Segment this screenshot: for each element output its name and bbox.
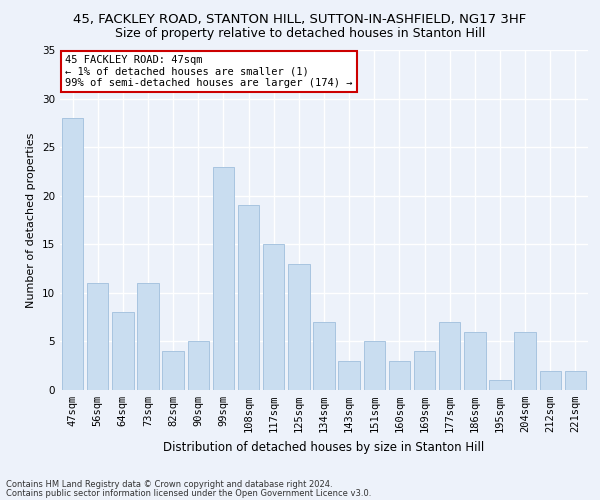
Bar bbox=[313, 322, 335, 390]
Bar bbox=[539, 370, 561, 390]
Bar bbox=[514, 332, 536, 390]
Bar bbox=[338, 361, 360, 390]
Bar bbox=[87, 283, 109, 390]
Bar bbox=[464, 332, 485, 390]
Bar bbox=[238, 206, 259, 390]
Bar bbox=[565, 370, 586, 390]
Bar bbox=[112, 312, 134, 390]
Bar bbox=[263, 244, 284, 390]
Text: 45, FACKLEY ROAD, STANTON HILL, SUTTON-IN-ASHFIELD, NG17 3HF: 45, FACKLEY ROAD, STANTON HILL, SUTTON-I… bbox=[73, 12, 527, 26]
Bar bbox=[490, 380, 511, 390]
Bar bbox=[389, 361, 410, 390]
Y-axis label: Number of detached properties: Number of detached properties bbox=[26, 132, 37, 308]
X-axis label: Distribution of detached houses by size in Stanton Hill: Distribution of detached houses by size … bbox=[163, 440, 485, 454]
Bar bbox=[414, 351, 435, 390]
Text: Contains HM Land Registry data © Crown copyright and database right 2024.: Contains HM Land Registry data © Crown c… bbox=[6, 480, 332, 489]
Text: 45 FACKLEY ROAD: 47sqm
← 1% of detached houses are smaller (1)
99% of semi-detac: 45 FACKLEY ROAD: 47sqm ← 1% of detached … bbox=[65, 55, 353, 88]
Bar bbox=[163, 351, 184, 390]
Bar bbox=[439, 322, 460, 390]
Bar bbox=[62, 118, 83, 390]
Text: Contains public sector information licensed under the Open Government Licence v3: Contains public sector information licen… bbox=[6, 488, 371, 498]
Bar bbox=[288, 264, 310, 390]
Bar bbox=[188, 342, 209, 390]
Bar bbox=[364, 342, 385, 390]
Text: Size of property relative to detached houses in Stanton Hill: Size of property relative to detached ho… bbox=[115, 28, 485, 40]
Bar bbox=[213, 166, 234, 390]
Bar bbox=[137, 283, 158, 390]
